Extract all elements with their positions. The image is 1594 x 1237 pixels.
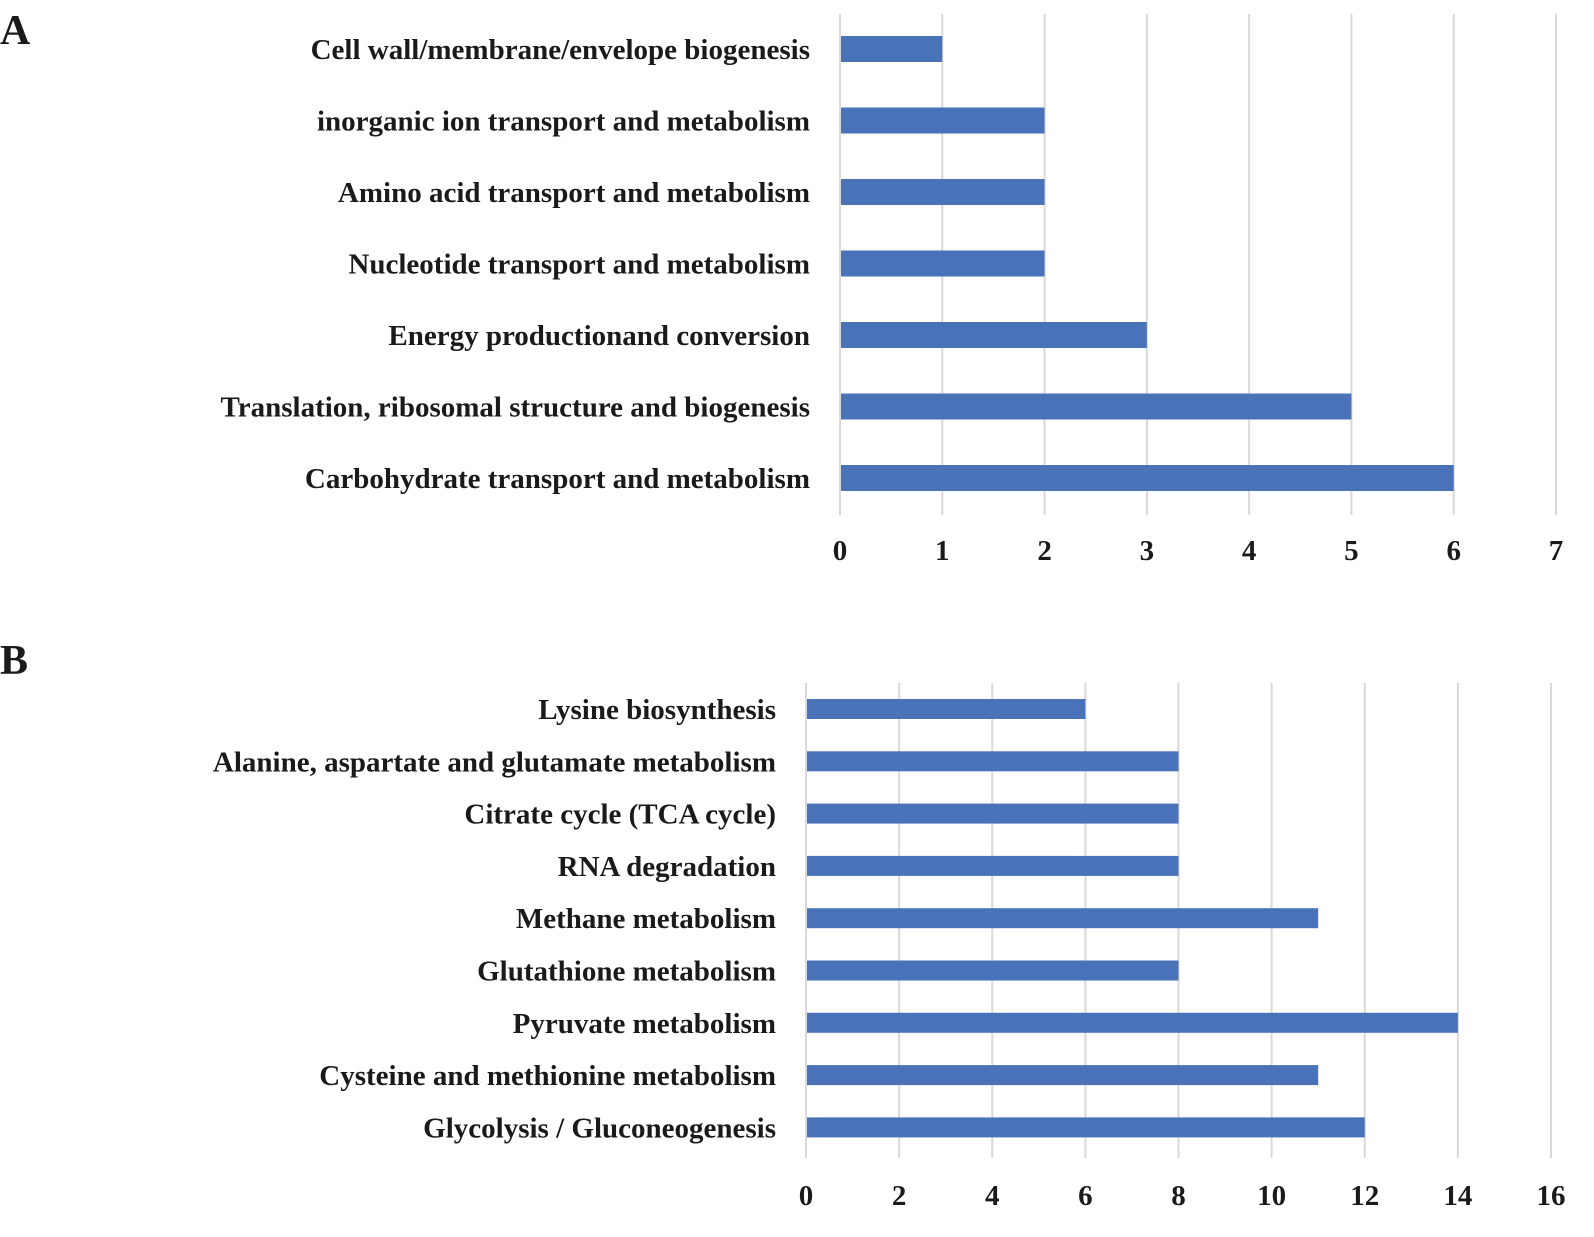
panel-letter-a: A [0, 8, 31, 54]
x-tick-label-6: 12 [1350, 1180, 1379, 1212]
x-tick-label-0: 0 [799, 1180, 814, 1212]
x-tick-label-4: 8 [1171, 1180, 1186, 1212]
category-label-4: Energy productionand conversion [388, 320, 810, 352]
bar-2 [841, 179, 1045, 205]
category-label-4: Methane metabolism [516, 903, 776, 935]
category-label-3: RNA degradation [558, 851, 776, 883]
category-label-2: Amino acid transport and metabolism [338, 177, 810, 209]
x-tick-label-3: 6 [1078, 1180, 1093, 1212]
category-label-5: Glutathione metabolism [477, 956, 776, 988]
bar-8 [807, 1117, 1365, 1138]
category-label-7: Cysteine and methionine metabolism [319, 1060, 776, 1092]
x-tick-label-1: 1 [935, 535, 950, 567]
x-tick-label-5: 5 [1344, 535, 1359, 567]
x-tick-label-7: 7 [1549, 535, 1564, 567]
bar-5 [807, 960, 1179, 981]
category-label-5: Translation, ribosomal structure and bio… [221, 392, 810, 424]
bar-1 [807, 751, 1179, 772]
bar-4 [841, 322, 1147, 348]
x-tick-label-2: 2 [1037, 535, 1052, 567]
bar-4 [807, 908, 1319, 929]
chart-a: 0 1 2 3 4 5 6 7 Cell wall/membrane/envelope biog… [221, 14, 1564, 567]
category-label-1: inorganic ion transport and metabolism [317, 106, 810, 138]
bar-0 [841, 36, 943, 62]
bar-6 [841, 465, 1454, 491]
x-tick-label-6: 6 [1446, 535, 1461, 567]
bar-6 [807, 1012, 1458, 1033]
category-label-1: Alanine, aspartate and glutamate metabol… [213, 746, 776, 778]
x-tick-label-1: 2 [892, 1180, 907, 1212]
bar-0 [807, 699, 1086, 719]
category-label-8: Glycolysis / Gluconeogenesis [423, 1112, 776, 1144]
x-tick-label-0: 0 [833, 535, 848, 567]
bar-3 [841, 250, 1045, 277]
panel-letter-b: B [0, 638, 28, 684]
x-tick-label-2: 4 [985, 1180, 1000, 1212]
category-label-0: Lysine biosynthesis [538, 694, 776, 726]
x-tick-label-7: 14 [1443, 1180, 1472, 1212]
bar-7 [807, 1065, 1319, 1086]
x-tick-label-4: 4 [1242, 535, 1257, 567]
category-label-3: Nucleotide transport and metabolism [348, 249, 810, 281]
bar-1 [841, 107, 1045, 134]
bar-2 [807, 803, 1179, 824]
chart-b: 0 2 4 6 8 10 12 14 16 Lysine biosynthesis Alanine,… [213, 683, 1566, 1212]
x-tick-label-8: 16 [1537, 1180, 1566, 1212]
bar-5 [841, 393, 1352, 420]
bar-3 [807, 855, 1179, 876]
category-label-0: Cell wall/membrane/envelope biogenesis [311, 34, 810, 66]
category-label-2: Citrate cycle (TCA cycle) [464, 799, 776, 831]
category-label-6: Pyruvate metabolism [513, 1008, 776, 1040]
category-label-6: Carbohydrate transport and metabolism [305, 463, 810, 495]
x-tick-label-5: 10 [1257, 1180, 1286, 1212]
x-tick-label-3: 3 [1140, 535, 1155, 567]
